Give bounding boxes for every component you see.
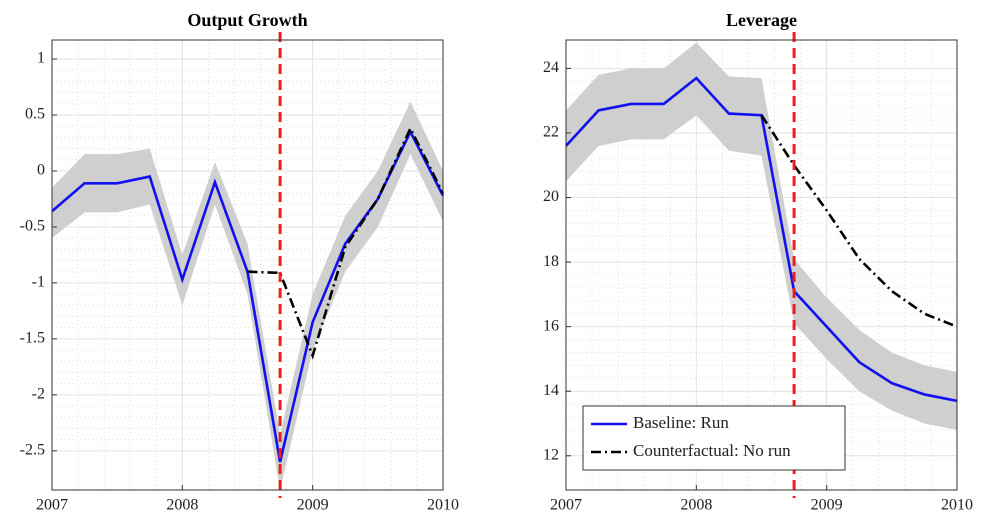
y-tick-label: 14 (543, 382, 559, 399)
x-tick-label: 2008 (166, 497, 198, 514)
legend-label: Baseline: Run (633, 413, 729, 432)
series-line (51, 128, 445, 463)
y-tick-label: -2.5 (20, 441, 45, 458)
x-tick-label: 2009 (811, 497, 843, 514)
y-tick-label: -0.5 (20, 218, 45, 235)
series-line (565, 76, 958, 403)
y-tick-label: 0.5 (25, 106, 45, 123)
confidence-band (566, 42, 957, 430)
y-tick-label: -1.5 (20, 330, 45, 347)
y-tick-label: 16 (543, 317, 559, 334)
x-tick-label: 2010 (427, 497, 459, 514)
y-tick-label: 12 (543, 446, 559, 463)
plot-frame (565, 39, 958, 491)
y-tick-label: -1 (32, 274, 45, 291)
x-tick-label: 2009 (297, 497, 329, 514)
confidence-band (52, 101, 443, 490)
chart-title: Leverage (726, 10, 797, 30)
x-tick-label: 2010 (941, 497, 973, 514)
plot-frame (51, 39, 444, 491)
y-tick-label: 22 (543, 124, 559, 141)
x-tick-label: 2007 (36, 497, 68, 514)
y-tick-label: 0 (37, 162, 45, 179)
chart-title: Output Growth (187, 10, 307, 30)
y-tick-label: 24 (543, 59, 559, 76)
y-tick-label: 20 (543, 188, 559, 205)
x-tick-label: 2007 (550, 497, 582, 514)
legend-label: Counterfactual: No run (633, 441, 791, 460)
y-tick-label: 1 (37, 50, 45, 67)
y-tick-label: 18 (543, 253, 559, 270)
x-tick-label: 2008 (680, 497, 712, 514)
y-tick-label: -2 (32, 386, 45, 403)
legend-box (582, 405, 846, 471)
series-line (247, 125, 445, 360)
